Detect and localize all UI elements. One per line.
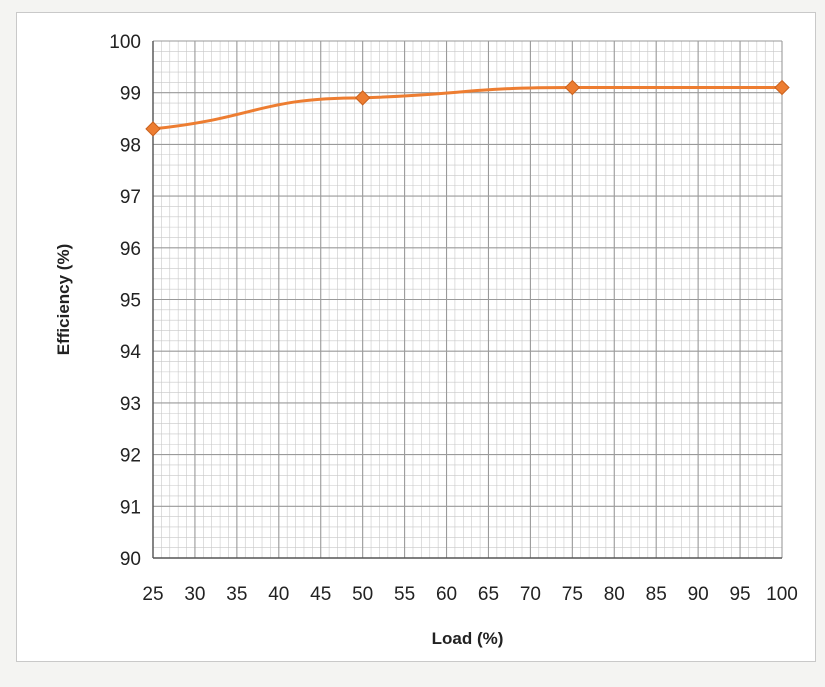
y-tick-label: 95 [120,291,141,312]
data-point [774,79,790,96]
x-tick-label: 100 [766,584,798,605]
x-tick-label: 25 [142,584,163,605]
efficiency-chart: 25 30 35 40 45 50 55 60 65 70 75 80 85 90 95 100 90 91 92… [54,32,798,648]
x-tick-label: 75 [562,584,583,605]
y-tick-label: 98 [120,135,141,156]
x-tick-label: 95 [729,584,750,605]
x-tick-label: 65 [478,584,499,605]
y-axis-title: Efficiency (%) [54,244,73,355]
y-tick-label: 93 [120,394,141,415]
x-tick-label: 70 [520,584,541,605]
y-tick-label: 90 [120,549,141,570]
x-tick-label: 90 [688,584,709,605]
data-point [354,90,371,106]
x-tick-label: 35 [226,584,247,605]
x-axis-title: Load (%) [432,629,504,648]
y-tick-labels: 90 91 92 93 94 95 96 97 98 99 100 [109,32,141,570]
x-tick-label: 55 [394,584,415,605]
series-efficiency [145,79,790,137]
x-tick-label: 85 [646,584,667,605]
y-tick-label: 100 [109,32,141,53]
y-tick-label: 99 [120,84,141,105]
y-tick-label: 92 [120,446,141,467]
y-tick-label: 96 [120,239,141,260]
series-line [152,86,782,131]
major-grid [152,40,783,559]
x-tick-label: 45 [310,584,331,605]
y-tick-label: 97 [120,187,141,208]
y-tick-label: 94 [120,342,142,363]
x-tick-label: 40 [268,584,289,605]
x-tick-label: 60 [436,584,457,605]
data-point [564,79,581,96]
x-tick-label: 30 [184,584,205,605]
chart-figure: 25 30 35 40 45 50 55 60 65 70 75 80 85 90 95 100 90 91 92… [16,12,816,662]
data-point [145,121,161,137]
x-tick-label: 50 [352,584,373,605]
x-tick-label: 80 [604,584,625,605]
y-tick-label: 91 [120,497,141,518]
x-tick-labels: 25 30 35 40 45 50 55 60 65 70 75 80 85 90 95 100 [142,584,797,605]
